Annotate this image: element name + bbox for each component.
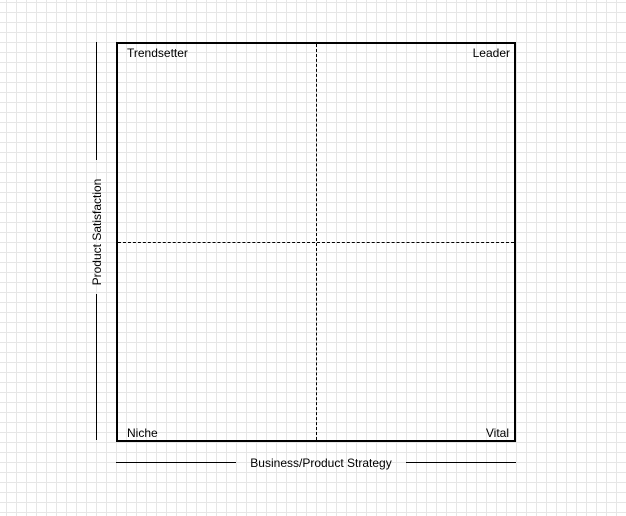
quadrant-label-leader: Leader <box>472 46 510 60</box>
quadrant-label-vital: Vital <box>485 426 509 440</box>
x-axis-label: Business/Product Strategy <box>250 456 392 470</box>
quadrant-frame <box>116 42 516 442</box>
y-axis-line-top <box>96 42 97 160</box>
y-axis-line-bottom <box>96 294 97 440</box>
quadrant-label-niche: Niche <box>127 426 158 440</box>
y-axis-label: Product Satisfaction <box>90 178 104 286</box>
x-axis-line-left <box>116 462 236 463</box>
x-axis-line-right <box>406 462 516 463</box>
horizontal-divider <box>118 242 514 243</box>
quadrant-label-trendsetter: Trendsetter <box>127 46 188 60</box>
